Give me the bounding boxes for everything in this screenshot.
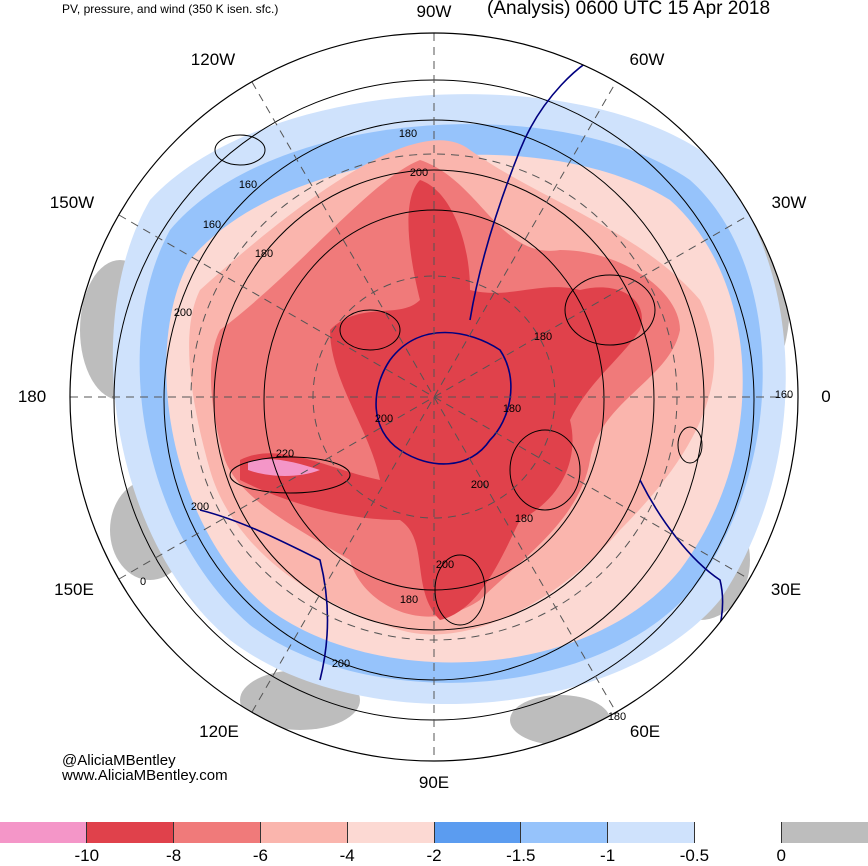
colorbar-cell <box>0 822 87 843</box>
contour-label: 180 <box>400 594 418 606</box>
colorbar-tick-label: -1.5 <box>506 846 536 865</box>
colorbar <box>0 822 868 843</box>
colorbar-cell <box>86 822 174 843</box>
lon-label-60w: 60W <box>629 50 665 69</box>
lon-label-150w: 150W <box>49 193 95 212</box>
map-subtitle: PV, pressure, and wind (350 K isen. sfc.… <box>62 2 279 16</box>
colorbar-tick-label: -1 <box>600 846 616 865</box>
pink-core <box>248 459 320 476</box>
colorbar-tick-labels: -10 -8 -6 -4 -2 -1.5 -1 -0.5 0 <box>0 846 868 866</box>
colorbar-tick-label: -2 <box>426 846 442 865</box>
contour-label: 200 <box>410 167 428 179</box>
contour-label: 200 <box>174 307 192 319</box>
lon-label-180: 180 <box>17 387 47 406</box>
coastlines <box>199 49 724 701</box>
contour-label: 160 <box>239 179 257 191</box>
lon-label-30e: 30E <box>770 580 802 599</box>
colorbar-cell <box>434 822 522 843</box>
credit-website: www.AliciaMBentley.com <box>62 767 228 784</box>
map-boundary <box>69 32 799 762</box>
lon-label-90w: 90W <box>416 2 452 21</box>
colorbar-cell <box>608 822 696 843</box>
contour-label: 200 <box>471 479 489 491</box>
colorbar-tick-label: -0.5 <box>679 846 710 865</box>
colorbar-tick-label: -4 <box>339 846 355 865</box>
credit-handle: @AliciaMBentley <box>62 752 176 769</box>
colorbar-tick-label: 0 <box>776 846 786 865</box>
lon-label-90e: 90E <box>418 773 450 792</box>
lon-label-120e: 120E <box>199 722 239 741</box>
dark-red-core <box>240 180 642 620</box>
colorbar-tick-label: -10 <box>74 846 100 865</box>
contour-label: 180 <box>534 331 552 343</box>
colorbar-cell <box>782 822 868 843</box>
colorbar-tick-label: -8 <box>166 846 182 865</box>
lon-label-60e: 60E <box>629 722 661 741</box>
contour-label: 200 <box>332 658 350 670</box>
contour-label: 0 <box>140 576 146 588</box>
contour-label: 180 <box>503 403 521 415</box>
colorbar-cell <box>173 822 261 843</box>
lon-label-0: 0 <box>821 387 831 406</box>
colorbar-tick-label: -6 <box>252 846 268 865</box>
lon-label-120w: 120W <box>190 50 236 69</box>
contour-label: 200 <box>375 413 393 425</box>
analysis-time: (Analysis) 0600 UTC 15 Apr 2018 <box>487 0 771 19</box>
graticule <box>70 33 798 761</box>
contour-label-group: 180 200 160 160 180 200 200 220 200 180 160 200 180 2… <box>140 128 793 723</box>
contour-label: 180 <box>608 711 626 723</box>
contour-label: 180 <box>515 513 533 525</box>
colorbar-cell <box>347 822 435 843</box>
colorbar-cell <box>260 822 348 843</box>
contour-label: 180 <box>255 248 273 260</box>
contour-label: 220 <box>276 448 294 460</box>
lon-label-150e: 150E <box>54 580 94 599</box>
colorbar-cell <box>521 822 609 843</box>
lon-label-30w: 30W <box>771 193 807 212</box>
colorbar-cell <box>695 822 783 843</box>
contour-label: 200 <box>191 501 209 513</box>
contour-label: 160 <box>775 389 793 401</box>
contour-label: 160 <box>203 219 221 231</box>
contour-label: 180 <box>399 128 417 140</box>
contour-label: 200 <box>436 559 454 571</box>
